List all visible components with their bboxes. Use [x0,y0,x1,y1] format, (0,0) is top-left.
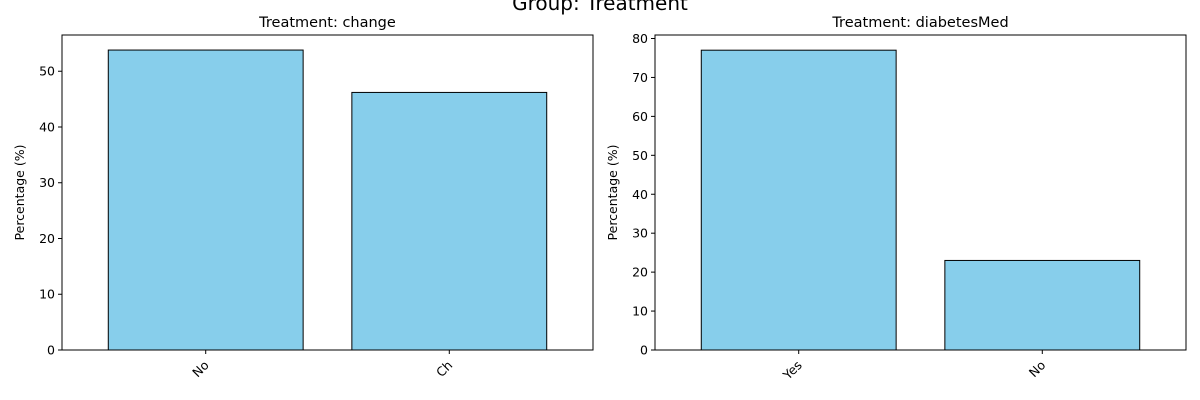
x-tick-label-no: No [189,358,212,381]
bar-ch [351,91,548,351]
axes-frame [654,34,1187,351]
y-tick-label-20: 20 [39,231,55,246]
x-tick-label-no: No [1026,358,1049,381]
y-tick-label-60: 60 [632,109,648,124]
y-tick-label-80: 80 [632,31,648,46]
y-tick-label-0: 0 [640,343,648,358]
y-tick-label-50: 50 [39,64,55,79]
y-tick-label-30: 30 [39,175,55,190]
bar-yes [700,49,897,351]
y-tick-label-40: 40 [39,119,55,134]
y-tick-label-50: 50 [632,148,648,163]
y-tick-label-30: 30 [632,226,648,241]
y-tick-label-20: 20 [632,265,648,280]
y-tick-label-10: 10 [39,287,55,302]
y-axis-label: Percentage (%) [605,145,620,241]
chart-panel-change: Treatment: change No Ch 0 10 20 30 40 50 Percenta… [12,15,594,381]
axes-frame [61,34,594,351]
figure-suptitle: Group: Treatment [512,0,688,15]
y-tick-label-10: 10 [632,304,648,319]
y-tick-label-70: 70 [632,70,648,85]
bar-no [107,49,304,351]
y-tick-label-0: 0 [47,343,55,358]
chart-panel-diabetesmed: Treatment: diabetesMed Yes No 0 10 20 30 40 50 60… [605,15,1187,384]
y-axis-label: Percentage (%) [12,145,27,241]
panel-title: Treatment: change [258,15,396,31]
y-tick-label-40: 40 [632,187,648,202]
bar-no [944,259,1141,351]
x-tick-label-ch: Ch [433,358,455,380]
panel-title: Treatment: diabetesMed [831,15,1008,31]
x-tick-label-yes: Yes [779,358,805,384]
